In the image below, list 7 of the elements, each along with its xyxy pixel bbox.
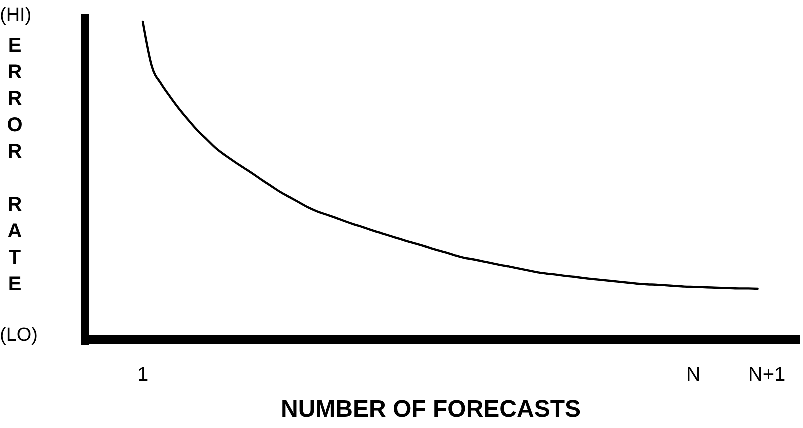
x-tick-label: 1	[137, 364, 149, 386]
x-axis-title: NUMBER OF FORECASTS	[281, 396, 581, 423]
text: ERROR RATE	[7, 35, 23, 296]
x-tick-label: N+1	[748, 364, 786, 386]
text: (HI)	[0, 5, 32, 26]
text: (LO)	[0, 325, 38, 346]
x-tick-label: N	[686, 364, 701, 386]
